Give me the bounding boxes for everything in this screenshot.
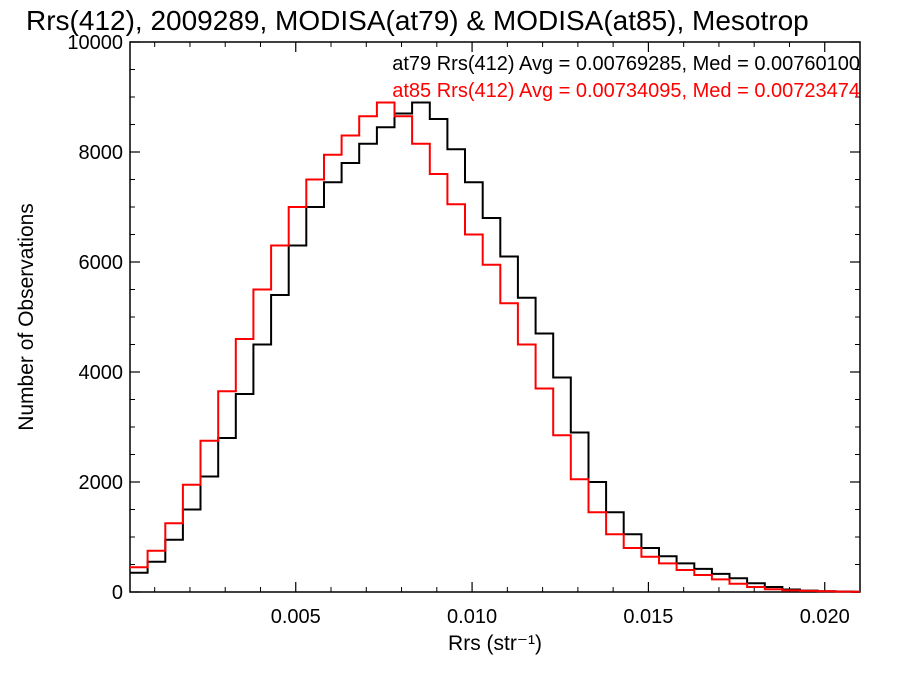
x-tick-label: 0.005: [271, 606, 321, 628]
annotation-at79: at79 Rrs(412) Avg = 0.00769285, Med = 0.…: [392, 53, 860, 75]
y-tick-label: 10000: [67, 32, 123, 54]
y-tick-label: 6000: [79, 252, 124, 274]
y-tick-label: 0: [112, 582, 123, 604]
series-at85-line: [130, 101, 860, 593]
axis-ticks: 0.005 0.010 0.015 0.020 0 2000 4000 6000 8000 100…: [67, 32, 860, 628]
chart-title: Rrs(412), 2009289, MODISA(at79) & MODISA…: [26, 5, 809, 36]
x-tick-label: 0.015: [623, 606, 673, 628]
x-tick-label: 0.020: [800, 606, 850, 628]
x-axis-label: Rrs (str⁻¹): [448, 632, 542, 655]
y-axis-label: Number of Observations: [15, 203, 38, 431]
series-group: [130, 101, 860, 593]
annotation-at85: at85 Rrs(412) Avg = 0.00734095, Med = 0.…: [392, 80, 860, 102]
series-at79-line: [130, 101, 860, 593]
x-tick-label: 0.010: [447, 606, 497, 628]
y-tick-label: 2000: [79, 472, 124, 494]
y-tick-label: 4000: [79, 362, 124, 384]
plot-frame: [129, 41, 861, 593]
y-tick-label: 8000: [79, 142, 124, 164]
